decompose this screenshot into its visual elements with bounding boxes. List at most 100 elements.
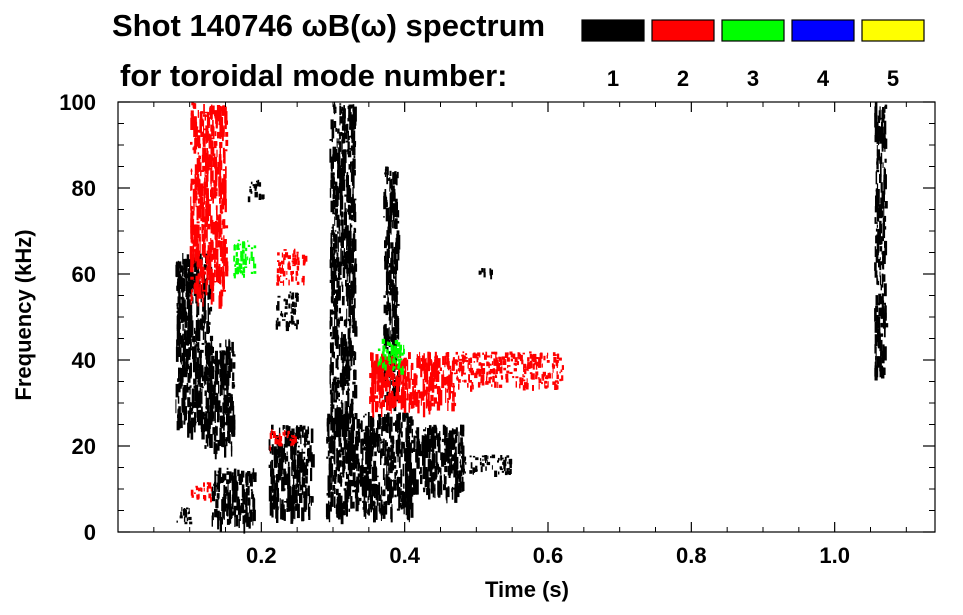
spectral-mark-mode-1 — [884, 138, 888, 149]
spectral-mark-mode-1 — [290, 295, 294, 300]
spectral-mark-mode-1 — [330, 406, 332, 420]
spectral-mark-mode-2 — [475, 353, 478, 359]
spectral-mark-mode-2 — [191, 102, 194, 106]
spectral-mark-mode-1 — [353, 235, 355, 251]
spectral-mark-mode-2 — [218, 154, 222, 167]
spectral-mark-mode-2 — [225, 261, 228, 268]
spectral-mark-mode-2 — [476, 368, 480, 374]
spectral-mark-mode-2 — [197, 143, 201, 147]
spectral-mark-mode-2 — [195, 485, 198, 488]
spectral-mark-mode-1 — [393, 451, 395, 460]
spectral-mark-mode-1 — [376, 496, 379, 506]
spectral-mark-mode-1 — [221, 415, 225, 424]
spectral-mark-mode-1 — [290, 303, 292, 309]
spectral-mark-mode-1 — [882, 223, 885, 229]
spectral-mark-mode-1 — [204, 390, 207, 396]
spectral-mark-mode-1 — [506, 468, 509, 475]
spectral-mark-mode-1 — [451, 488, 453, 493]
spectral-mark-mode-1 — [874, 344, 876, 354]
spectral-mark-mode-1 — [358, 479, 362, 484]
spectral-mark-mode-1 — [298, 453, 302, 467]
spectral-mark-mode-1 — [426, 474, 428, 482]
spectral-mark-mode-1 — [874, 124, 878, 135]
spectral-mark-mode-1 — [330, 491, 334, 507]
spectral-mark-mode-1 — [341, 139, 343, 155]
spectral-mark-mode-1 — [339, 316, 343, 321]
spectral-mark-mode-1 — [347, 150, 352, 158]
spectral-mark-mode-2 — [191, 495, 194, 498]
spectral-mark-mode-1 — [413, 480, 416, 489]
spectral-mark-mode-1 — [278, 427, 281, 438]
spectral-mark-mode-1 — [413, 435, 416, 448]
spectral-mark-mode-1 — [369, 494, 373, 510]
spectral-mark-mode-2 — [482, 372, 484, 375]
spectral-mark-mode-1 — [504, 456, 507, 461]
spectral-mark-mode-2 — [280, 275, 282, 277]
spectral-mark-mode-1 — [394, 259, 396, 265]
spectral-mark-mode-2 — [195, 275, 199, 289]
spectral-mark-mode-3 — [389, 357, 392, 364]
spectral-mark-mode-1 — [341, 150, 345, 155]
spectral-mark-mode-1 — [301, 426, 304, 438]
spectral-mark-mode-2 — [211, 273, 215, 286]
spectral-mark-mode-1 — [878, 323, 881, 338]
spectral-mark-mode-1 — [340, 409, 343, 420]
spectral-mark-mode-2 — [546, 355, 548, 359]
spectral-mark-mode-2 — [388, 393, 392, 401]
spectral-mark-mode-1 — [389, 462, 393, 474]
spectral-mark-mode-1 — [400, 469, 403, 475]
spectral-mark-mode-1 — [337, 169, 341, 179]
spectral-mark-mode-1 — [460, 426, 465, 432]
spectral-mark-mode-1 — [199, 387, 202, 399]
spectral-mark-mode-1 — [410, 473, 412, 477]
spectral-mark-mode-2 — [210, 238, 212, 242]
spectral-mark-mode-1 — [351, 169, 354, 185]
spectral-mark-mode-2 — [208, 242, 212, 245]
spectral-mark-mode-1 — [281, 448, 285, 460]
spectral-mark-mode-3 — [383, 361, 386, 367]
spectral-mark-mode-1 — [334, 381, 338, 393]
spectral-mark-mode-2 — [415, 391, 419, 407]
spectral-mark-mode-1 — [293, 475, 295, 489]
spectral-mark-mode-1 — [344, 481, 348, 486]
spectral-mark-mode-1 — [388, 249, 390, 259]
spectral-mark-mode-1 — [881, 203, 884, 207]
spectral-mark-mode-1 — [386, 448, 389, 457]
spectral-mark-mode-1 — [338, 411, 340, 422]
spectral-mark-mode-1 — [503, 459, 507, 466]
spectral-mark-mode-1 — [339, 174, 342, 188]
spectral-mark-mode-1 — [269, 501, 272, 509]
spectral-mark-mode-2 — [523, 368, 526, 373]
spectral-mark-mode-2 — [393, 385, 395, 388]
spectral-mark-mode-2 — [464, 356, 468, 359]
spectral-mark-mode-1 — [195, 343, 199, 347]
spectral-mark-mode-2 — [434, 359, 438, 367]
spectral-mark-mode-1 — [336, 280, 340, 288]
spectral-mark-mode-2 — [207, 482, 212, 489]
spectral-mark-mode-1 — [333, 109, 337, 114]
spectral-mark-mode-2 — [517, 352, 519, 359]
spectral-mark-mode-2 — [434, 385, 437, 389]
spectral-mark-mode-1 — [390, 242, 394, 249]
spectral-mark-mode-1 — [881, 296, 883, 305]
spectral-mark-mode-1 — [348, 107, 351, 122]
spectral-mark-mode-2 — [389, 400, 391, 410]
spectral-mark-mode-1 — [884, 302, 886, 307]
spectral-mark-mode-2 — [200, 131, 204, 137]
spectral-mark-mode-2 — [505, 373, 509, 380]
spectral-mark-mode-1 — [243, 519, 246, 534]
spectral-mark-mode-1 — [363, 483, 368, 498]
spectral-mark-mode-3 — [240, 270, 243, 274]
spectral-mark-mode-1 — [300, 462, 304, 473]
spectral-mark-mode-1 — [383, 305, 387, 312]
spectral-mark-mode-1 — [369, 429, 372, 438]
spectral-mark-mode-1 — [214, 350, 218, 367]
spectral-mark-mode-1 — [187, 373, 190, 383]
spectral-mark-mode-1 — [446, 488, 448, 504]
spectral-mark-mode-2 — [280, 260, 285, 265]
spectral-mark-mode-1 — [232, 362, 236, 369]
spectral-mark-mode-2 — [199, 196, 204, 207]
spectral-mark-mode-2 — [377, 387, 382, 391]
spectral-mark-mode-3 — [239, 243, 242, 246]
spectral-mark-mode-1 — [394, 465, 397, 469]
